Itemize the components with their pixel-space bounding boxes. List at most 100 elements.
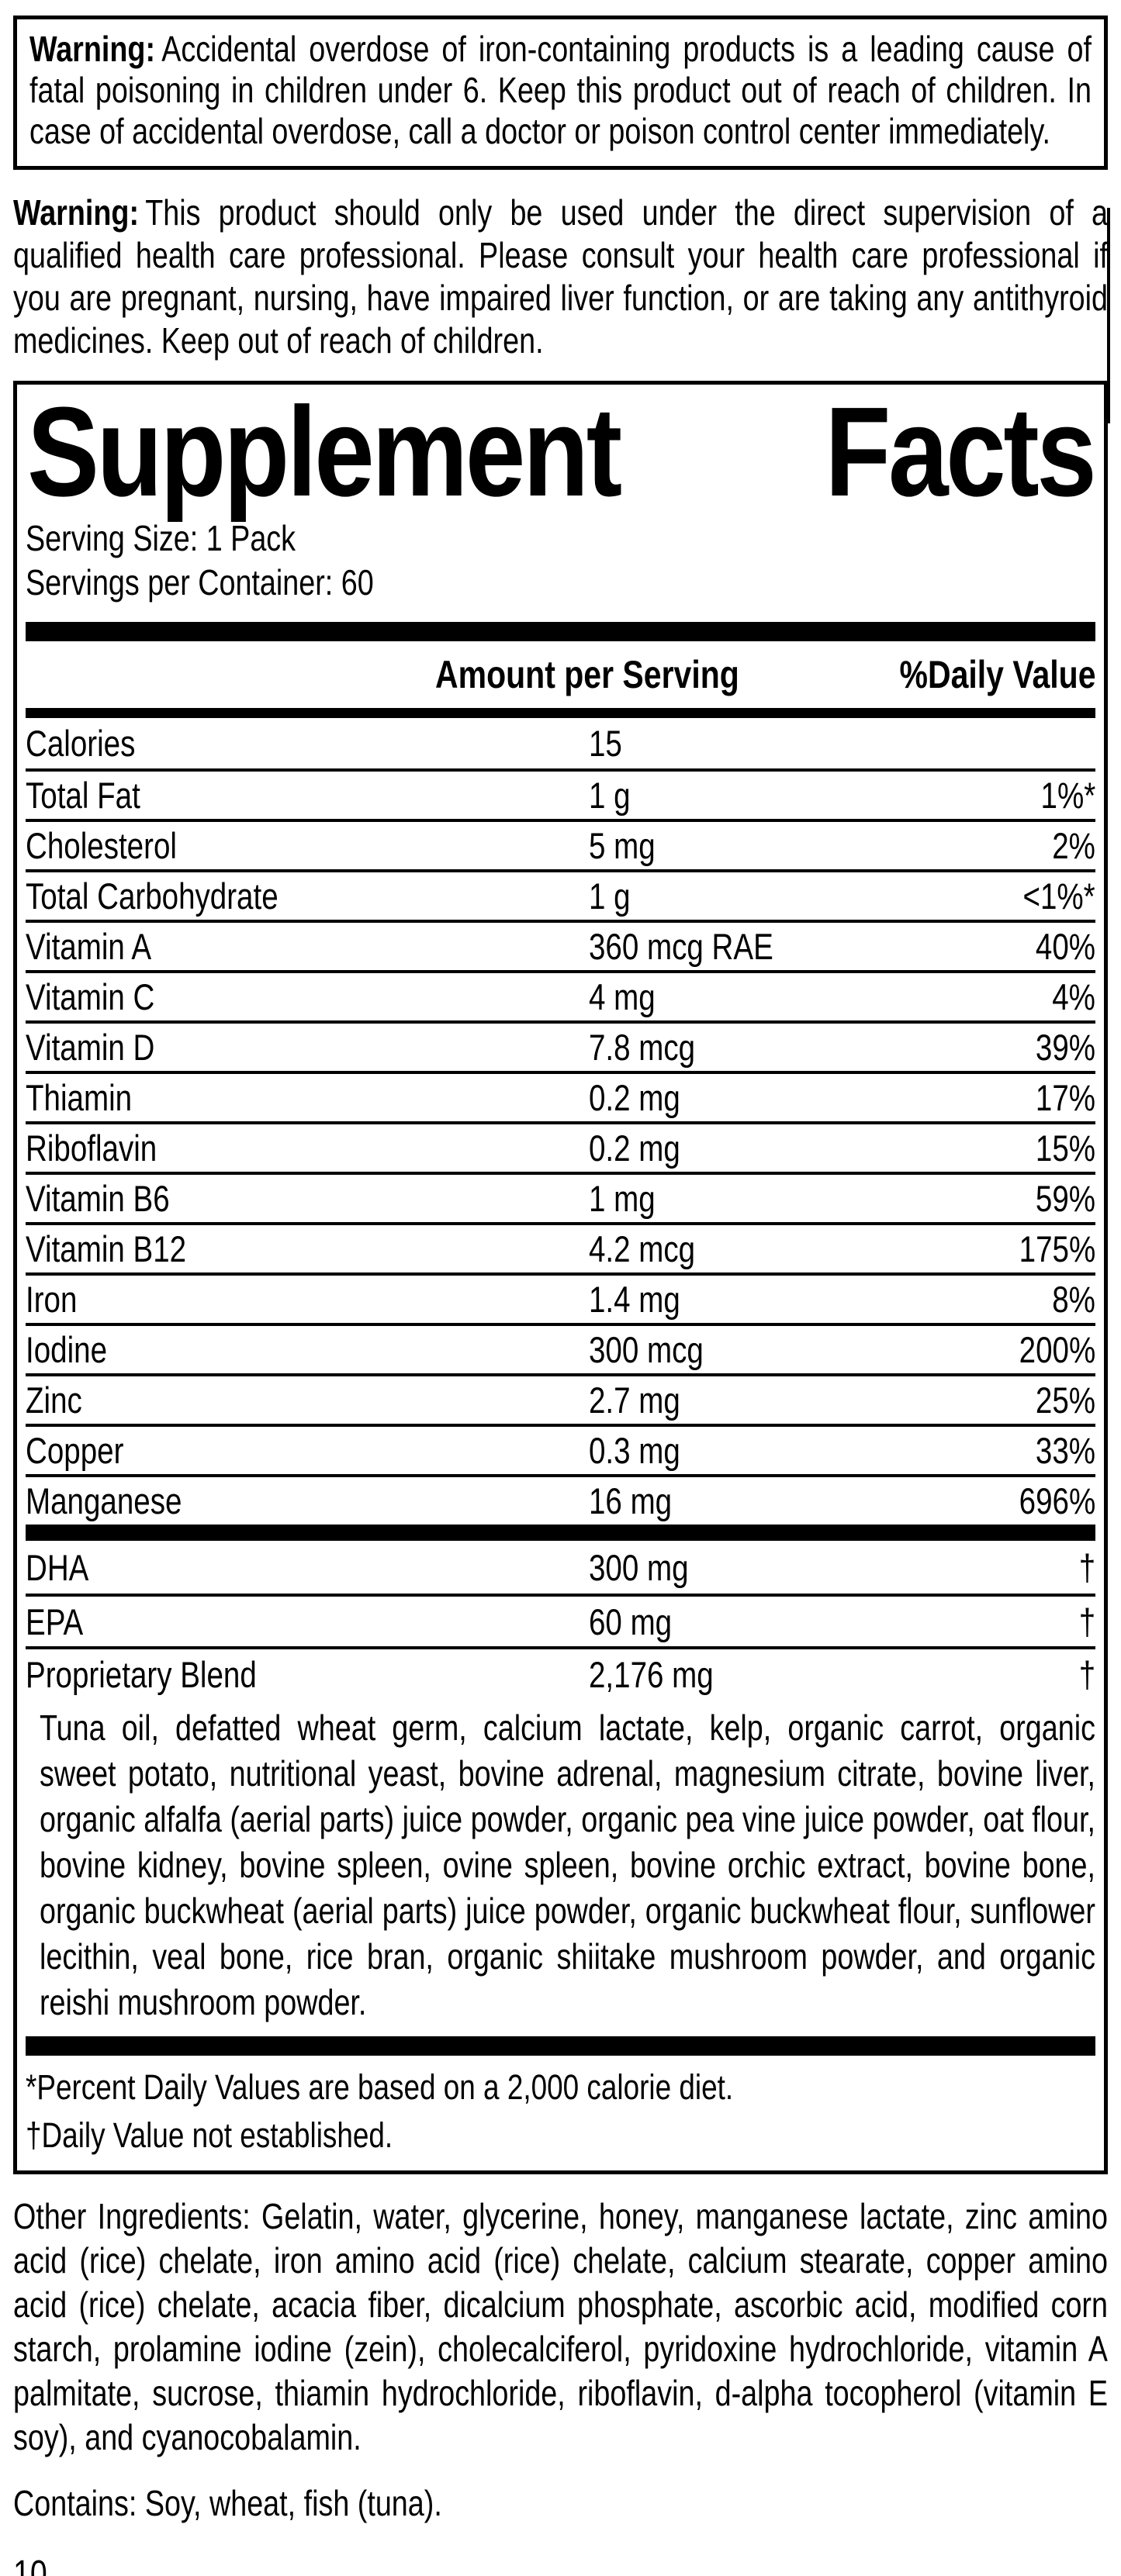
nutrient-daily-value: 2% <box>1052 825 1095 866</box>
nutrient-amount: 300 mg <box>589 1546 689 1588</box>
serving-size: Serving Size: 1 Pack <box>26 518 296 558</box>
title-word-supplement: Supplement <box>27 381 622 523</box>
medium-divider-bar <box>26 708 1095 718</box>
table-row: Calories 15 <box>26 718 1095 768</box>
nutrient-name: Thiamin <box>26 1077 133 1118</box>
footnote-percent-dv: *Percent Daily Values are based on a 2,0… <box>26 2067 734 2107</box>
table-row: Vitamin C 4 mg 4% <box>26 970 1095 1020</box>
supplement-facts-panel: Supplement Facts Serving Size: 1 Pack Se… <box>13 381 1108 2174</box>
table-row: Zinc 2.7 mg 25% <box>26 1373 1095 1424</box>
nutrient-table: Calories 15 Total Fat 1 g 1%* Cholestero… <box>26 718 1095 1525</box>
nutrient-daily-value: 39% <box>1035 1027 1095 1068</box>
nutrient-amount: 300 mcg <box>589 1329 704 1370</box>
nutrient-name: Iron <box>26 1279 78 1320</box>
thick-divider-bar <box>26 2036 1095 2056</box>
table-row: DHA 300 mg † <box>26 1541 1095 1594</box>
nutrient-name: Total Carbohydrate <box>26 875 279 917</box>
nutrient-daily-value: 15% <box>1035 1127 1095 1169</box>
iron-warning-box: Warning: Accidental overdose of iron-cont… <box>13 16 1108 170</box>
nutrient-amount: 16 mg <box>589 1480 673 1521</box>
warning-label: Warning: <box>29 29 156 69</box>
allergen-statement: Contains: Soy, wheat, fish (tuna). <box>13 2483 442 2523</box>
nutrient-amount: 15 <box>589 723 622 764</box>
table-row: Riboflavin 0.2 mg 15% <box>26 1121 1095 1172</box>
nutrient-daily-value: 175% <box>1019 1228 1095 1269</box>
thick-divider-bar <box>26 1525 1095 1541</box>
nutrient-amount: 0.2 mg <box>589 1127 680 1169</box>
table-row: EPA 60 mg † <box>26 1594 1095 1646</box>
nutrient-name: Iodine <box>26 1329 108 1370</box>
nutrient-daily-value: 1%* <box>1040 775 1095 816</box>
iron-warning-paragraph: Warning: Accidental overdose of iron-cont… <box>29 29 1092 152</box>
nutrient-name: Total Fat <box>26 775 140 816</box>
table-row: Copper 0.3 mg 33% <box>26 1424 1095 1474</box>
nutrient-name: Vitamin B6 <box>26 1178 170 1219</box>
servings-per-container: Servings per Container: 60 <box>26 562 374 603</box>
table-header-row: Amount per Serving %Daily Value <box>26 641 1095 708</box>
nutrient-name: Vitamin D <box>26 1027 155 1068</box>
table-row: Cholesterol 5 mg 2% <box>26 819 1095 869</box>
nutrient-daily-value: 59% <box>1035 1178 1095 1219</box>
omega-blend-table: DHA 300 mg † EPA 60 mg † Proprietary Ble… <box>26 1541 1095 1699</box>
nutrient-name: Zinc <box>26 1380 82 1421</box>
nutrient-daily-value: 33% <box>1035 1430 1095 1471</box>
warning-label: Warning: <box>13 192 140 233</box>
warning-text: This product should only be used under t… <box>13 192 1108 361</box>
table-row: Vitamin B12 4.2 mcg 175% <box>26 1222 1095 1272</box>
nutrient-amount: 1 mg <box>589 1178 656 1219</box>
nutrient-daily-value: 8% <box>1052 1279 1095 1320</box>
nutrient-amount: 7.8 mcg <box>589 1027 696 1068</box>
warning-text: Accidental overdose of iron-containing p… <box>29 29 1092 151</box>
nutrient-amount: 1 g <box>589 875 631 917</box>
nutrient-amount: 2.7 mg <box>589 1380 680 1421</box>
table-row: Iodine 300 mcg 200% <box>26 1323 1095 1373</box>
nutrient-daily-value: 200% <box>1019 1329 1095 1370</box>
table-row: Thiamin 0.2 mg 17% <box>26 1071 1095 1121</box>
nutrient-daily-value: † <box>1078 1601 1095 1642</box>
footnote-dagger: †Daily Value not established. <box>26 2115 393 2155</box>
nutrient-name: Vitamin B12 <box>26 1228 187 1269</box>
page-number: 10 <box>13 2554 47 2576</box>
table-row: Proprietary Blend 2,176 mg † <box>26 1646 1095 1699</box>
nutrient-name: Cholesterol <box>26 825 177 866</box>
nutrient-amount: 0.2 mg <box>589 1077 680 1118</box>
table-row: Total Fat 1 g 1%* <box>26 768 1095 819</box>
right-edge-rule <box>1107 208 1110 423</box>
nutrient-amount: 4.2 mcg <box>589 1228 696 1269</box>
nutrient-name: Manganese <box>26 1480 182 1521</box>
nutrient-name: Vitamin C <box>26 976 155 1017</box>
table-row: Vitamin B6 1 mg 59% <box>26 1172 1095 1222</box>
nutrient-daily-value: 25% <box>1035 1380 1095 1421</box>
nutrient-name: DHA <box>26 1546 89 1588</box>
nutrient-name: Calories <box>26 723 136 764</box>
nutrient-name: EPA <box>26 1601 84 1642</box>
nutrient-name: Proprietary Blend <box>26 1653 257 1695</box>
nutrient-amount: 60 mg <box>589 1601 673 1642</box>
nutrient-amount: 1 g <box>589 775 631 816</box>
table-row: Manganese 16 mg 696% <box>26 1474 1095 1525</box>
other-ingredients: Other Ingredients: Gelatin, water, glyce… <box>13 2196 1108 2457</box>
nutrient-amount: 2,176 mg <box>589 1653 714 1695</box>
supervision-warning-paragraph: Warning: This product should only be used… <box>13 192 1108 362</box>
nutrient-daily-value: <1%* <box>1022 875 1095 917</box>
nutrient-daily-value: 40% <box>1035 926 1095 967</box>
table-row: Total Carbohydrate 1 g <1%* <box>26 869 1095 920</box>
nutrient-daily-value: † <box>1078 1653 1095 1695</box>
nutrient-name: Riboflavin <box>26 1127 157 1169</box>
column-header-amount: Amount per Serving <box>435 653 739 696</box>
nutrient-amount: 0.3 mg <box>589 1430 680 1471</box>
nutrient-amount: 1.4 mg <box>589 1279 680 1320</box>
nutrient-daily-value: 696% <box>1019 1480 1095 1521</box>
thick-divider-bar <box>26 622 1095 641</box>
table-row: Vitamin D 7.8 mcg 39% <box>26 1020 1095 1071</box>
table-row: Vitamin A 360 mcg RAE 40% <box>26 920 1095 970</box>
column-header-daily-value: %Daily Value <box>899 653 1095 696</box>
nutrient-daily-value: 17% <box>1035 1077 1095 1118</box>
nutrient-amount: 360 mcg RAE <box>589 926 773 967</box>
nutrient-name: Vitamin A <box>26 926 152 967</box>
nutrient-daily-value: 4% <box>1052 976 1095 1017</box>
panel-title: Supplement Facts <box>27 381 1096 523</box>
proprietary-blend-ingredients: Tuna oil, defatted wheat germ, calcium l… <box>40 1708 1095 2022</box>
nutrient-name: Copper <box>26 1430 124 1471</box>
